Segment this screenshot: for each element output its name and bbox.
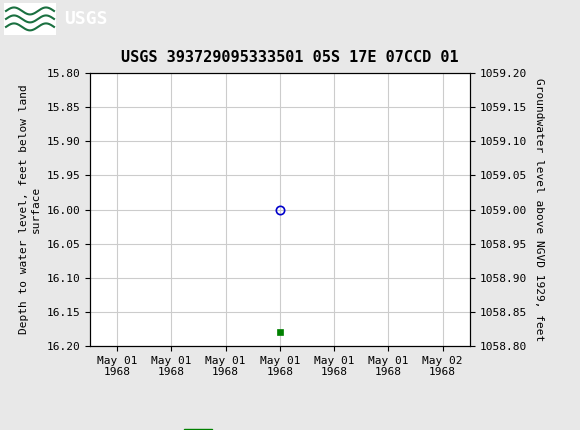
Y-axis label: Depth to water level, feet below land
surface: Depth to water level, feet below land su…	[19, 85, 41, 335]
Bar	[4, 3, 56, 35]
Text: USGS 393729095333501 05S 17E 07CCD 01: USGS 393729095333501 05S 17E 07CCD 01	[121, 50, 459, 64]
Legend: Period of approved data: Period of approved data	[179, 425, 380, 430]
Text: USGS: USGS	[64, 10, 107, 28]
Y-axis label: Groundwater level above NGVD 1929, feet: Groundwater level above NGVD 1929, feet	[534, 78, 543, 341]
